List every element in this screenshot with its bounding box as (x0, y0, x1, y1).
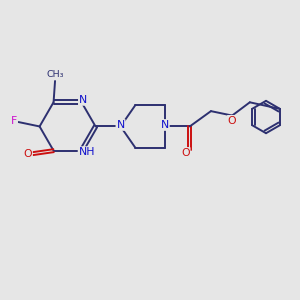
Text: F: F (11, 116, 17, 126)
Text: NH: NH (79, 147, 95, 157)
Text: O: O (181, 148, 190, 158)
Text: CH₃: CH₃ (46, 70, 64, 79)
Text: O: O (228, 116, 236, 126)
Text: N: N (116, 120, 125, 130)
Text: N: N (79, 95, 87, 105)
Text: O: O (23, 148, 32, 159)
Text: N: N (160, 120, 169, 130)
